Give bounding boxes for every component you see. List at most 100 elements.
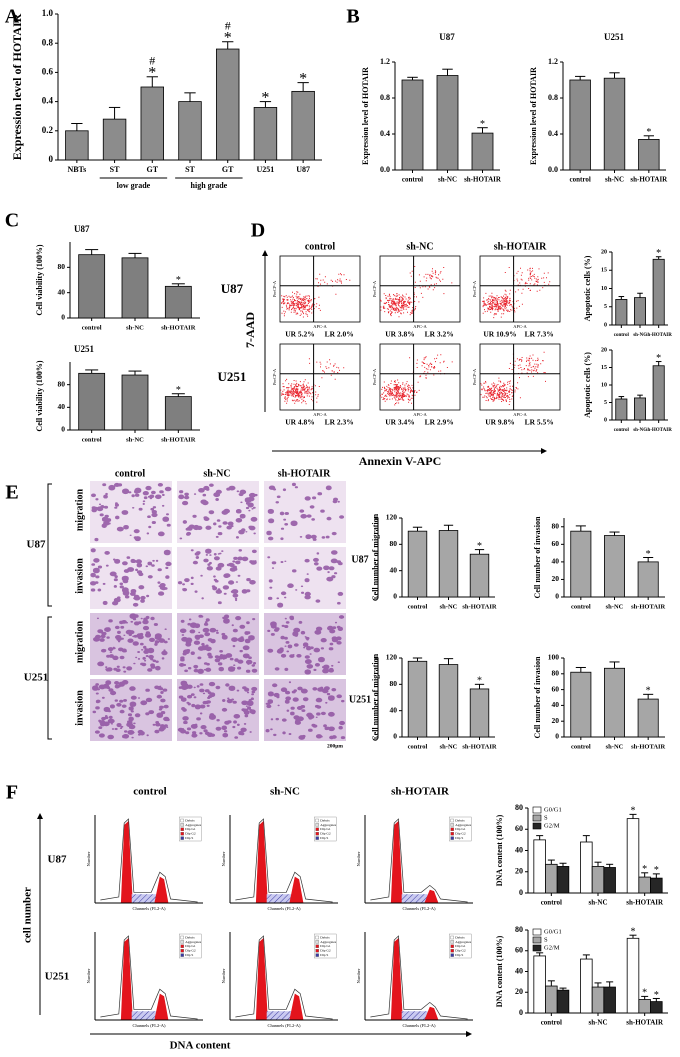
bar	[65, 130, 89, 161]
cycle-legend-swatch	[180, 818, 184, 823]
cycle-legend-label: Debris	[320, 935, 330, 939]
y-tick-label: 0.4	[380, 129, 390, 138]
x-tick-label: sh-NC	[588, 899, 607, 907]
row-bracket	[374, 517, 379, 599]
x-tick-label: sh-NC	[633, 428, 647, 433]
quadrant-value: LR 2.0%	[325, 330, 354, 339]
bar	[637, 561, 659, 598]
y-tick-label: 20	[601, 249, 607, 255]
x-tick-label: control	[570, 176, 591, 184]
y-tick-label: 0	[49, 154, 54, 164]
bar	[121, 374, 149, 431]
cycle-legend-swatch	[180, 836, 184, 840]
bar	[401, 79, 424, 171]
axis-title: cell number	[22, 887, 34, 943]
cycle-legend-label: Debris	[455, 935, 465, 939]
stained-cells	[93, 613, 170, 673]
cycle-legend-swatch	[450, 935, 454, 940]
cycle-legend-label: Aggregates	[185, 823, 202, 827]
significance-mark: *	[656, 248, 661, 259]
cycle-legend-swatch	[315, 823, 319, 827]
x-tick-label: ST	[185, 165, 195, 174]
bar	[436, 75, 459, 171]
x-tick-label: sh-HOTAIR	[646, 333, 673, 338]
bar	[637, 698, 659, 738]
stained-cells	[265, 681, 346, 740]
y-tick-label: 1.2	[380, 57, 390, 66]
group-label: low grade	[117, 181, 151, 190]
y-tick-label: 40	[552, 700, 560, 709]
y-tick-label: 60	[552, 539, 560, 548]
y-tick-label: 80	[515, 803, 523, 812]
cycle-legend-label: Debris	[185, 935, 195, 939]
x-tick-label: sh-NC	[606, 603, 624, 610]
bar	[580, 841, 593, 894]
g1-peak	[390, 821, 403, 903]
assay-label: invasion	[74, 690, 85, 726]
bar	[638, 999, 651, 1014]
y-tick-label: 0	[393, 732, 397, 741]
plot-axis-label: Number	[221, 851, 226, 866]
bar	[471, 132, 494, 171]
quadrant-value: UR 3.4%	[385, 418, 415, 427]
arrow-head	[466, 1031, 472, 1037]
axis-title: Annexin V-APC	[359, 454, 442, 468]
y-tick-label: 100	[548, 653, 560, 662]
y-tick-label: 5	[604, 400, 607, 406]
plot-axis-label: Number	[221, 968, 226, 983]
quadrant-value: UR 10.9%	[483, 330, 516, 339]
plot-axis-label: Number	[356, 968, 361, 983]
y-tick-label: 0	[393, 592, 397, 601]
axis-title: DNA content	[170, 1040, 231, 1052]
cycle-legend	[449, 816, 472, 842]
y-tick-label: 40	[552, 557, 560, 566]
panel-letter: D	[251, 220, 265, 242]
bar	[634, 297, 647, 326]
plot-axis-label: PerCP-A	[472, 280, 477, 297]
cycle-legend-label: Dip G1	[320, 827, 331, 831]
y-tick-label: 0	[604, 322, 607, 328]
x-tick-label: control	[541, 1019, 562, 1027]
bar	[140, 86, 165, 161]
significance-mark: *	[477, 541, 482, 552]
axis-title: 7-AAD	[243, 312, 257, 348]
flow-plot	[479, 343, 561, 411]
flow-events	[380, 266, 453, 318]
chart-title: U251	[604, 32, 624, 42]
chart-title: U87	[74, 224, 90, 234]
significance-mark: *	[656, 353, 661, 364]
bar	[650, 877, 663, 894]
y-tick-label: 80	[58, 379, 66, 388]
x-tick-label: sh-HOTAIR	[464, 176, 502, 184]
y-axis-label: Expression level of HOTAIR	[361, 67, 370, 165]
g1-peak	[255, 821, 268, 903]
cycle-legend-swatch	[315, 944, 319, 948]
stained-cells	[266, 482, 345, 541]
cycle-legend-label: Dip G2	[185, 949, 196, 953]
cycle-legend-swatch	[450, 827, 454, 831]
y-tick-label: 0	[604, 417, 607, 423]
g2-peak	[424, 889, 439, 903]
y-tick-label: 1.2	[548, 57, 558, 66]
cycle-legend-swatch	[315, 827, 319, 831]
y-tick-label: 80	[552, 521, 560, 530]
chart-title: U251	[74, 344, 94, 354]
stain-image	[90, 481, 172, 543]
bar	[570, 671, 592, 738]
s-phase	[131, 1011, 158, 1020]
x-tick-label: sh-HOTAIR	[462, 603, 496, 610]
cycle-legend-swatch	[315, 832, 319, 836]
stain-image	[177, 547, 259, 609]
column-label: sh-HOTAIR	[391, 786, 450, 798]
plot-axis-label: PerCP-A	[372, 368, 377, 385]
bar	[469, 688, 490, 738]
bar	[650, 1001, 663, 1014]
stained-cells	[267, 550, 344, 608]
x-tick-label: sh-NC	[605, 176, 624, 184]
g2-peak	[289, 876, 304, 903]
cycle-legend-swatch	[180, 944, 184, 948]
bar	[469, 553, 490, 598]
arrow-head	[37, 813, 43, 819]
y-tick-label: 60	[515, 946, 523, 955]
y-tick-label: 60	[515, 824, 523, 833]
